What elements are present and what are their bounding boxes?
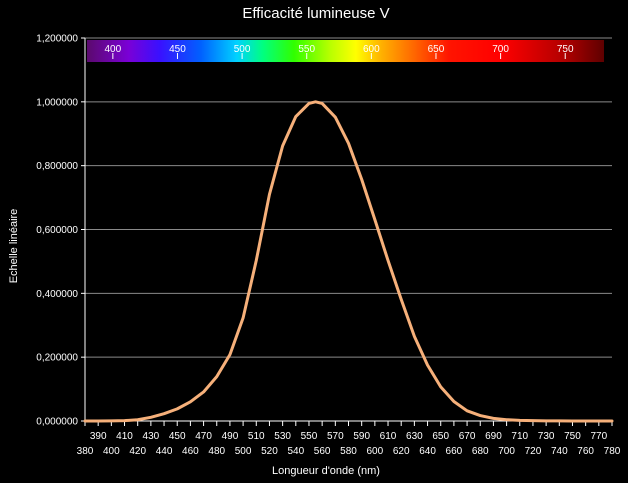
x-tick-label-upper: 430 bbox=[143, 431, 160, 442]
x-tick-label-lower: 660 bbox=[446, 446, 463, 457]
x-tick-label-lower: 520 bbox=[261, 446, 278, 457]
spectrum-tick-label: 450 bbox=[169, 44, 186, 55]
y-tick-label: 1,000000 bbox=[36, 97, 78, 108]
x-tick-label-lower: 480 bbox=[208, 446, 225, 457]
x-tick-label-lower: 740 bbox=[551, 446, 568, 457]
x-tick-label-upper: 530 bbox=[274, 431, 291, 442]
x-tick-label-lower: 540 bbox=[287, 446, 304, 457]
series-layer bbox=[83, 100, 614, 423]
chart-title: Efficacité lumineuse V bbox=[242, 5, 389, 22]
x-tick-label-lower: 720 bbox=[525, 446, 542, 457]
x-tick-label-lower: 440 bbox=[156, 446, 173, 457]
spectrum-tick-label: 400 bbox=[105, 44, 122, 55]
x-tick-label-lower: 700 bbox=[498, 446, 515, 457]
x-tick-label-upper: 590 bbox=[353, 431, 370, 442]
x-tick-label-lower: 620 bbox=[393, 446, 410, 457]
x-tick-label-upper: 630 bbox=[406, 431, 423, 442]
x-tick-label-upper: 390 bbox=[90, 431, 107, 442]
spectrum-tick-label: 700 bbox=[492, 44, 509, 55]
spectrum-gradient bbox=[87, 40, 604, 62]
x-tick-label-lower: 500 bbox=[235, 446, 252, 457]
gridlines bbox=[85, 37, 612, 422]
y-tick-label: 0,800000 bbox=[36, 161, 78, 172]
x-tick-label-lower: 400 bbox=[103, 446, 120, 457]
x-tick-label-upper: 650 bbox=[432, 431, 449, 442]
y-tick-label: 0,200000 bbox=[36, 353, 78, 364]
x-tick-label-upper: 490 bbox=[222, 431, 239, 442]
y-tick-label: 1,200000 bbox=[36, 34, 78, 45]
x-tick-label-upper: 730 bbox=[538, 431, 555, 442]
x-tick-label-lower: 560 bbox=[314, 446, 331, 457]
spectrum-bar: 400 450 500 550 600 650 700 750 bbox=[87, 40, 604, 62]
x-tick-label-upper: 470 bbox=[195, 431, 212, 442]
spectrum-tick-label: 500 bbox=[234, 44, 251, 55]
x-tick-label-lower: 600 bbox=[367, 446, 384, 457]
x-tick-label-upper: 570 bbox=[327, 431, 344, 442]
x-tick-label-upper: 510 bbox=[248, 431, 265, 442]
spectrum-tick-label: 650 bbox=[428, 44, 445, 55]
x-tick-label-lower: 780 bbox=[604, 446, 621, 457]
spectrum-tick-label: 600 bbox=[363, 44, 380, 55]
x-tick-label-upper: 610 bbox=[380, 431, 397, 442]
x-tick-label-upper: 690 bbox=[485, 431, 502, 442]
x-tick-label-lower: 460 bbox=[182, 446, 199, 457]
x-tick-label-upper: 710 bbox=[511, 431, 528, 442]
x-tick-label-lower: 420 bbox=[129, 446, 146, 457]
spectrum-tick-label: 550 bbox=[298, 44, 315, 55]
x-tick-label-upper: 410 bbox=[116, 431, 133, 442]
x-tick-label-upper: 670 bbox=[459, 431, 476, 442]
axes: 0,000000 0,200000 0,400000 0,600000 0,800000… bbox=[36, 34, 620, 458]
x-tick-label-upper: 750 bbox=[564, 431, 581, 442]
spectrum-tick-label: 750 bbox=[557, 44, 574, 55]
x-axis-label: Longueur d'onde (nm) bbox=[272, 465, 380, 477]
y-axis-label: Echelle linéaire bbox=[8, 209, 20, 284]
x-tick-label-lower: 380 bbox=[77, 446, 94, 457]
y-tick-label: 0,600000 bbox=[36, 225, 78, 236]
x-tick-label-upper: 450 bbox=[169, 431, 186, 442]
series-line bbox=[83, 100, 614, 423]
x-tick-label-lower: 680 bbox=[472, 446, 489, 457]
x-tick-label-upper: 550 bbox=[301, 431, 318, 442]
y-tick-label: 0,000000 bbox=[36, 417, 78, 428]
x-tick-label-upper: 770 bbox=[590, 431, 607, 442]
x-tick-label-lower: 580 bbox=[340, 446, 357, 457]
x-tick-label-lower: 760 bbox=[577, 446, 594, 457]
x-tick-label-lower: 640 bbox=[419, 446, 436, 457]
y-tick-label: 0,400000 bbox=[36, 289, 78, 300]
